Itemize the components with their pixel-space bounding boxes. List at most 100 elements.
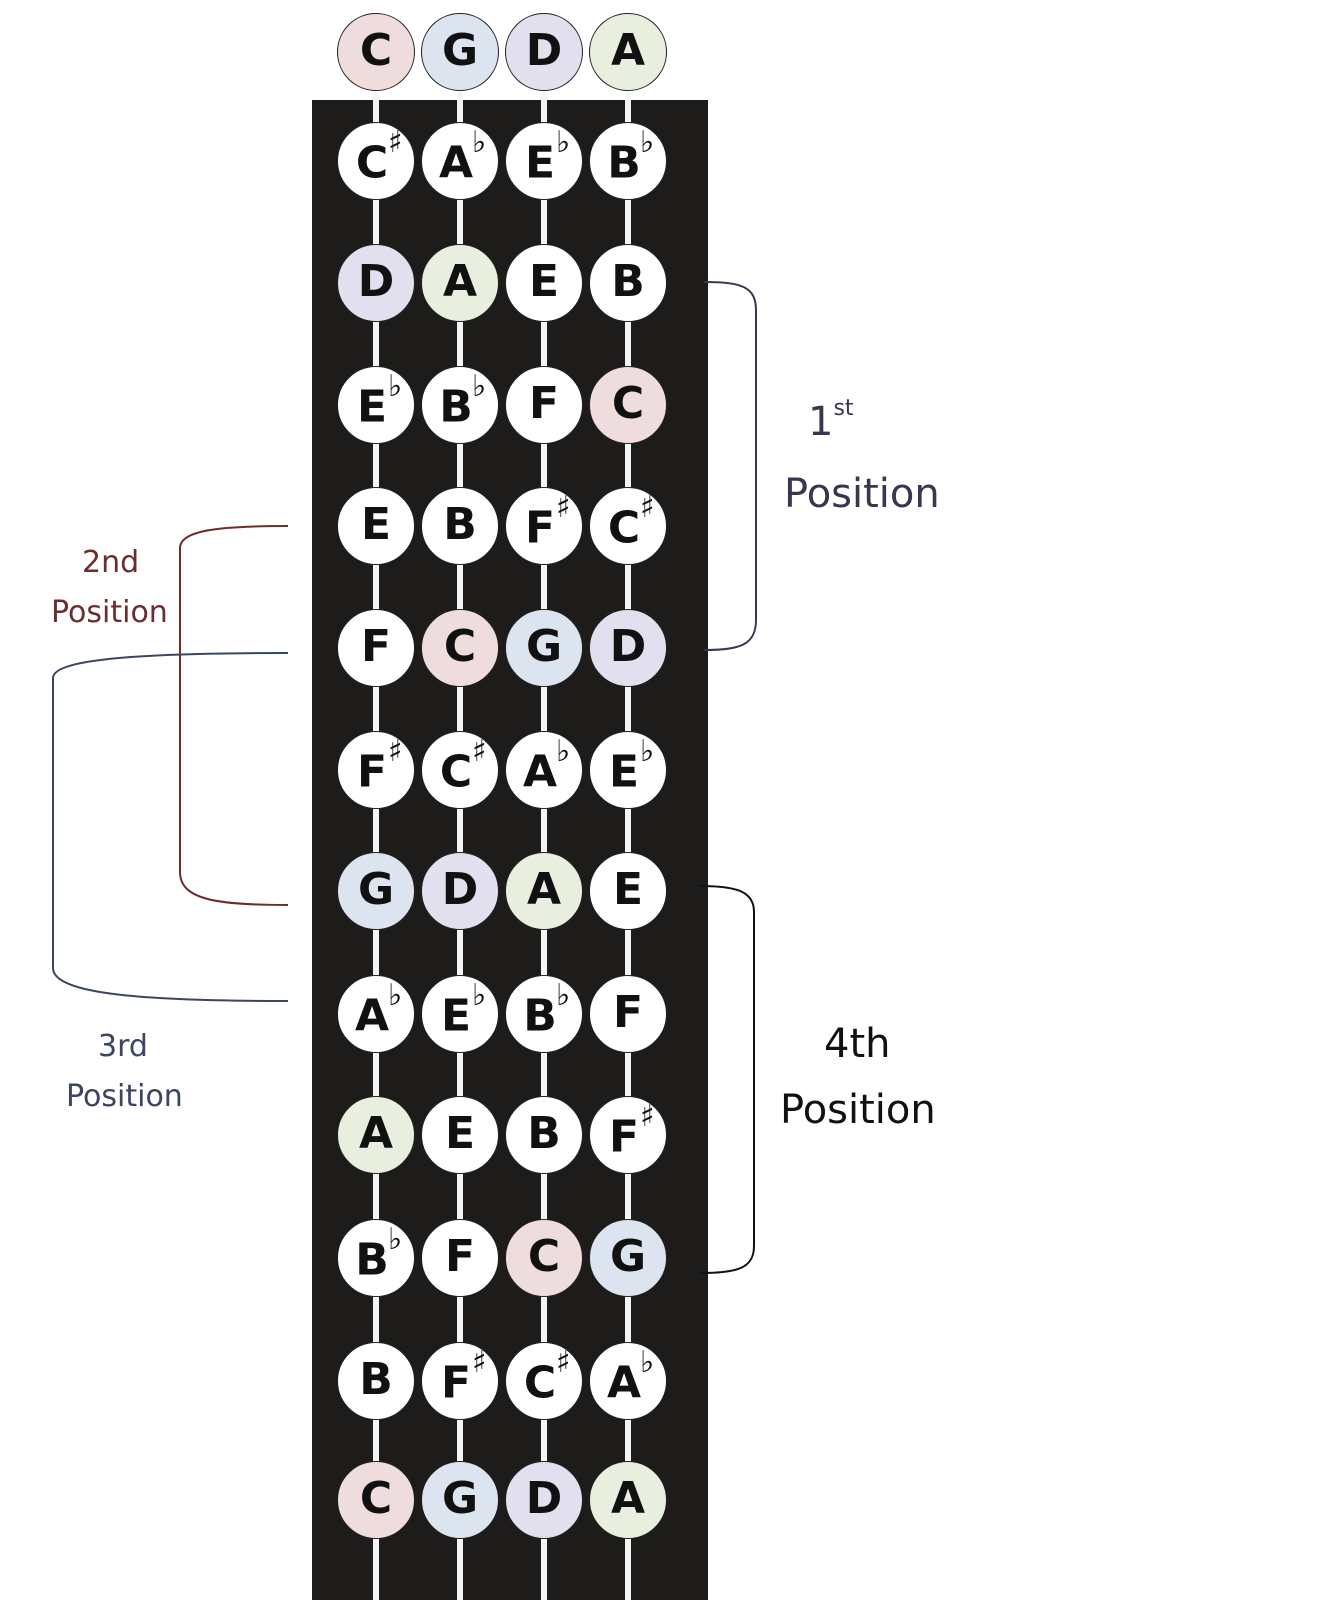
note-circle: F ♯ <box>421 1342 499 1420</box>
note-circle: C <box>337 1461 415 1539</box>
string-line-D <box>541 92 547 1600</box>
flat-sign: ♭ <box>388 369 403 404</box>
note-circle: F ♯ <box>505 487 583 565</box>
third-position-word: Position <box>66 1079 183 1114</box>
open-string-D: D <box>505 13 583 91</box>
note-circle: B ♭ <box>337 1219 415 1297</box>
note-letter: F <box>444 1231 476 1283</box>
note-circle: A ♭ <box>337 975 415 1053</box>
note-letter: A <box>606 1357 642 1409</box>
note-circle: D <box>589 609 667 687</box>
note-circle: F ♯ <box>337 731 415 809</box>
note-letter: B <box>439 381 473 433</box>
first-position-number: 1 <box>808 399 834 445</box>
first-position-label: 1st <box>808 396 854 445</box>
flat-sign: ♭ <box>472 978 487 1013</box>
note-letter: A <box>358 1108 394 1160</box>
sharp-sign: ♯ <box>556 490 571 525</box>
fourth-position-bracket <box>699 885 755 1274</box>
note-letter: F <box>528 378 560 430</box>
note-letter: G <box>441 25 479 77</box>
note-circle: E ♭ <box>589 731 667 809</box>
note-circle: C ♯ <box>589 487 667 565</box>
note-circle: B <box>337 1342 415 1420</box>
note-letter: F <box>356 746 388 798</box>
note-letter: C <box>439 746 473 798</box>
note-letter: F <box>440 1357 472 1409</box>
second-position-word: Position <box>51 595 168 630</box>
note-circle: A ♭ <box>421 122 499 200</box>
note-letter: E <box>356 381 388 433</box>
note-circle: G <box>505 609 583 687</box>
note-letter: E <box>528 256 560 308</box>
open-string-C: C <box>337 13 415 91</box>
note-letter: E <box>524 137 556 189</box>
note-letter: C <box>611 378 645 430</box>
note-circle: A <box>505 852 583 930</box>
note-circle: F ♯ <box>589 1096 667 1174</box>
open-string-A: A <box>589 13 667 91</box>
first-position-suffix: st <box>833 396 854 421</box>
note-circle: B ♭ <box>505 975 583 1053</box>
note-circle: E <box>589 852 667 930</box>
note-letter: C <box>359 25 393 77</box>
flat-sign: ♭ <box>640 125 655 160</box>
note-circle: B <box>505 1096 583 1174</box>
note-letter: B <box>607 137 641 189</box>
note-letter: B <box>443 499 477 551</box>
note-letter: A <box>526 864 562 916</box>
sharp-sign: ♯ <box>640 490 655 525</box>
note-circle: D <box>505 1461 583 1539</box>
note-letter: B <box>523 990 557 1042</box>
note-letter: A <box>354 990 390 1042</box>
flat-sign: ♭ <box>640 1345 655 1380</box>
note-letter: B <box>355 1234 389 1286</box>
note-circle: D <box>337 244 415 322</box>
note-letter: D <box>525 1473 563 1525</box>
note-letter: G <box>609 1231 647 1283</box>
note-letter: E <box>444 1108 476 1160</box>
note-letter: F <box>524 502 556 554</box>
note-letter: G <box>357 864 395 916</box>
note-circle: G <box>589 1219 667 1297</box>
note-circle: C <box>505 1219 583 1297</box>
flat-sign: ♭ <box>472 125 487 160</box>
note-letter: D <box>525 25 563 77</box>
note-letter: A <box>442 256 478 308</box>
note-circle: A <box>589 1461 667 1539</box>
note-circle: B <box>589 244 667 322</box>
note-letter: C <box>443 621 477 673</box>
note-circle: A ♭ <box>505 731 583 809</box>
note-circle: C ♯ <box>505 1342 583 1420</box>
note-circle: A ♭ <box>589 1342 667 1420</box>
note-circle: B ♭ <box>421 366 499 444</box>
flat-sign: ♭ <box>388 978 403 1013</box>
note-circle: B <box>421 487 499 565</box>
note-circle: F <box>505 366 583 444</box>
note-circle: G <box>337 852 415 930</box>
string-line-A <box>625 92 631 1600</box>
note-letter: A <box>522 746 558 798</box>
note-letter: G <box>525 621 563 673</box>
flat-sign: ♭ <box>472 369 487 404</box>
note-letter: E <box>612 864 644 916</box>
note-letter: C <box>523 1357 557 1409</box>
flat-sign: ♭ <box>556 734 571 769</box>
sharp-sign: ♯ <box>472 1345 487 1380</box>
note-letter: A <box>438 137 474 189</box>
string-line-C <box>373 92 379 1600</box>
sharp-sign: ♯ <box>640 1099 655 1134</box>
note-circle: G <box>421 1461 499 1539</box>
note-circle: A <box>337 1096 415 1174</box>
note-circle: D <box>421 852 499 930</box>
first-position-word: Position <box>784 471 940 517</box>
first-position-bracket <box>703 281 757 651</box>
note-letter: E <box>360 499 392 551</box>
note-letter: E <box>608 746 640 798</box>
note-letter: D <box>441 864 479 916</box>
note-letter: B <box>359 1354 393 1406</box>
note-circle: E <box>505 244 583 322</box>
second-position-bracket <box>179 525 289 906</box>
third-position-number: 3rd <box>98 1029 148 1064</box>
note-letter: C <box>359 1473 393 1525</box>
